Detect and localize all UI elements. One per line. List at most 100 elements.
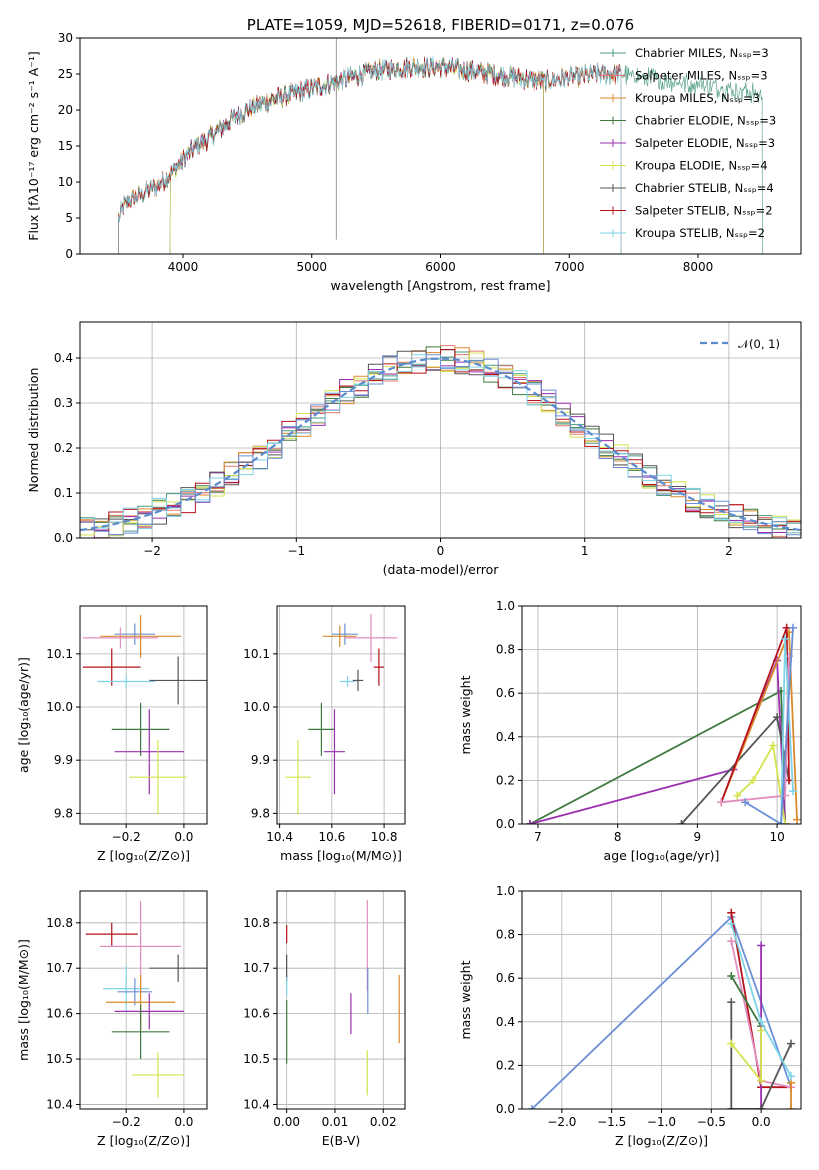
mass-vs-Z-plot-area [85,900,207,1098]
age-vs-mass-xlabel: mass [log₁₀(M/M⊙)] [280,848,402,863]
weight-vs-Z-xtick-label: 0.0 [752,1115,771,1129]
age-vs-Z-plot-area [82,615,207,815]
age-vs-mass-frame [276,605,406,825]
weight-vs-age-marker [741,798,750,807]
mass-vs-Z-ytick-label: 10.4 [46,1097,73,1111]
residual-histogram [80,354,801,536]
mass-vs-EBV-xlabel: E(B-V) [322,1133,361,1148]
age-vs-Z-xtick-label: 0.0 [174,830,193,844]
weight-vs-Z-series-line [730,1002,792,1109]
spectrum-ytick-label: 5 [65,211,73,225]
spectrum-ytick-label: 15 [58,139,73,153]
mass-vs-Z-xtick-label: −0.2 [112,1115,141,1129]
mass-vs-Z-frame [79,890,208,1110]
residuals-plot-area [80,345,801,538]
spectrum-ytick-label: 0 [65,247,73,261]
weight-vs-age-marker [769,741,778,750]
weight-vs-age-xtick-label: 8 [614,830,622,844]
weight-vs-age-ytick-label: 0.8 [496,643,515,657]
residuals-xlabel: (data-model)/error [383,562,500,577]
weight-vs-Z-marker [727,1039,736,1048]
mass-vs-EBV-xtick-label: 0.00 [273,1115,300,1129]
age-vs-Z-frame [79,605,208,825]
spectrum-xtick-label: 6000 [425,260,456,274]
normal-curve [80,357,801,532]
age-vs-mass-xtick-label: 10.4 [266,830,293,844]
weight-vs-Z-marker [727,1105,736,1109]
residuals-xtick-label: −2 [143,544,161,558]
mass-vs-EBV-ytick-label: 10.5 [243,1052,270,1066]
age-vs-Z-xlabel: Z [log₁₀(Z/Z⊙)] [97,848,190,863]
legend-entry: Chabrier STELIB, Nₛₛₚ=4 [635,181,774,195]
weight-vs-age-xlabel: age [log₁₀(age/yr)] [604,848,720,863]
weight-vs-age-ytick-label: 1.0 [496,599,515,613]
weight-vs-age-marker [733,791,742,800]
spectrum-axes: Chabrier MILES, Nₛₛₚ=3 Salpeter MILES, Nₛ… [26,16,802,293]
weight-vs-Z-ytick-label: 0.2 [496,1058,515,1072]
weight-vs-Z-xtick-label: −1.5 [597,1115,626,1129]
weight-vs-Z-marker [757,941,766,950]
spectrum-xtick-label: 4000 [168,260,199,274]
age-vs-Z-axes: −0.2 0.0 9.8 9.9 10.0 10.1 Z [log₁₀(Z/Z⊙)] age … [16,605,208,863]
mass-vs-EBV-axes: 0.00 0.01 0.02 10.4 10.5 10.6 10.7 10.8 E(B-V) [243,890,406,1148]
weight-vs-Z-plot-area [527,908,796,1109]
legend-entry: Kroupa MILES, Nₛₛₚ=3 [635,91,760,105]
mass-vs-EBV-frame [276,890,406,1110]
legend-entry: Kroupa STELIB, Nₛₛₚ=2 [635,226,765,240]
weight-vs-age-plot-area [525,623,801,824]
weight-vs-age-marker [677,820,686,824]
weight-vs-age-marker [789,623,798,632]
spectrum-ytick-label: 30 [58,31,73,45]
spectrum-xtick-label: 5000 [296,260,327,274]
spectrum-series-line [169,57,544,254]
weight-vs-age-ytick-label: 0.0 [496,817,515,831]
spectrum-xtick-label: 8000 [683,260,714,274]
legend-entry: 𝒩(0, 1) [738,337,780,351]
weight-vs-age-series-line [744,627,794,824]
weight-vs-Z-xtick-label: −1.0 [647,1115,676,1129]
weight-vs-age-marker [749,776,758,785]
spectrum-series-line [118,56,622,254]
age-vs-Z-ytick-label: 9.8 [54,806,73,820]
weight-vs-Z-xtick-label: −0.5 [697,1115,726,1129]
residuals-ylabel: Normed distribution [26,368,41,493]
spectrum-series-line [169,57,544,254]
weight-vs-age-marker [777,820,786,824]
age-vs-Z-xtick-label: −0.2 [112,830,141,844]
weight-vs-Z-axes: −2.0 −1.5 −1.0 −0.5 0.0 0.0 0.2 0.4 0.6 0.8 1.0 Z [… [458,884,802,1148]
weight-vs-Z-marker [787,1072,796,1081]
weight-vs-age-ytick-label: 0.6 [496,686,515,700]
mass-vs-Z-ylabel: mass [log₁₀(M/M⊙)] [16,939,31,1061]
weight-vs-Z-ytick-label: 0.6 [496,971,515,985]
age-vs-Z-ytick-label: 10.0 [46,700,73,714]
weight-vs-Z-xlabel: Z [log₁₀(Z/Z⊙)] [615,1133,708,1148]
spectrum-ytick-label: 10 [58,175,73,189]
residuals-xtick-label: 1 [581,544,589,558]
weight-vs-Z-ytick-label: 0.8 [496,928,515,942]
weight-vs-Z-ylabel: mass weight [458,960,473,1039]
residuals-ytick-label: 0.4 [54,351,73,365]
weight-vs-age-series-line [736,742,786,824]
residuals-xtick-label: −1 [287,544,305,558]
legend-entry: Kroupa ELODIE, Nₛₛₚ=4 [635,159,768,173]
spectrum-xlabel: wavelength [Angstrom, rest frame] [330,278,550,293]
mass-vs-EBV-xtick-label: 0.02 [370,1115,397,1129]
age-vs-Z-ytick-label: 10.1 [46,647,73,661]
spectrum-ytick-label: 20 [58,103,73,117]
legend-entry: Chabrier ELODIE, Nₛₛₚ=3 [635,114,776,128]
weight-vs-age-ytick-label: 0.2 [496,773,515,787]
weight-vs-age-marker [773,713,782,722]
age-vs-mass-ytick-label: 10.1 [243,647,270,661]
spectrum-series-line [169,57,544,254]
residuals-xtick-label: 0 [437,544,445,558]
weight-vs-age-ylabel: mass weight [458,675,473,754]
spectrum-plot-area [118,38,763,254]
weight-vs-Z-xtick-label: −2.0 [547,1115,576,1129]
mass-vs-EBV-ytick-label: 10.8 [243,916,270,930]
age-vs-mass-xtick-label: 10.8 [371,830,398,844]
mass-vs-EBV-ytick-label: 10.7 [243,961,270,975]
spectrum-title: PLATE=1059, MJD=52618, FIBERID=0171, z=0… [247,16,634,34]
weight-vs-age-marker [781,820,790,824]
age-vs-mass-ytick-label: 9.8 [251,806,270,820]
weight-vs-Z-marker [727,998,736,1007]
